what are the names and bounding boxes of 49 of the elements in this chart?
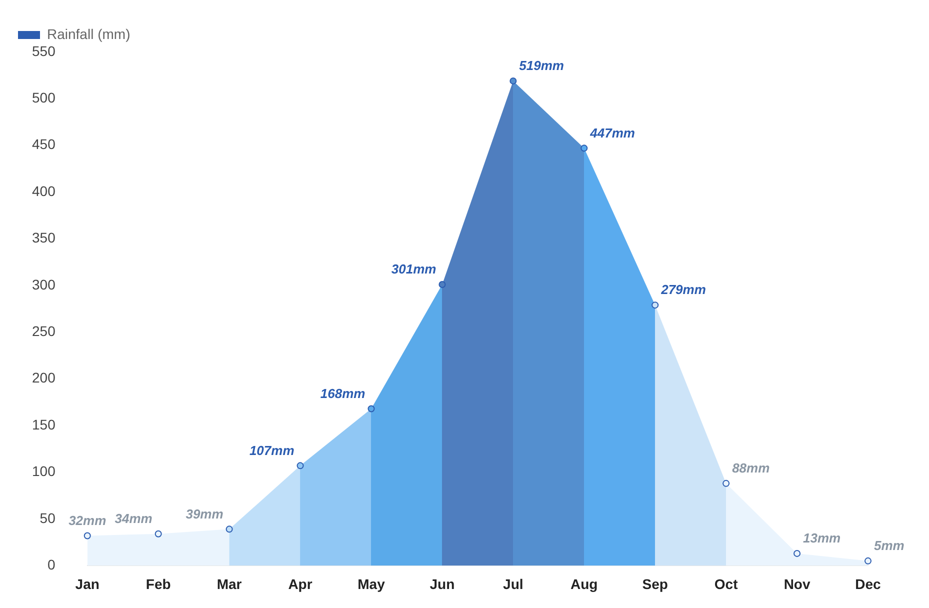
y-tick-label: 100 [32,463,56,480]
y-tick-label: 50 [40,510,56,526]
data-label: 279mm [660,282,706,298]
x-tick-label: Jul [503,576,524,592]
point [84,532,91,540]
point [794,550,801,557]
x-tick-label: Oct [714,576,738,592]
point [296,462,304,470]
data-label: 447mm [589,125,636,140]
x-tick-label: Dec [855,576,882,592]
y-tick-label: 500 [32,90,56,106]
y-tick-label: 250 [32,323,56,340]
data-label: 168mm [320,386,366,401]
x-tick-label: Sep [642,576,668,592]
x-tick-label: Apr [288,576,313,592]
y-tick-label: 200 [32,370,56,386]
x-tick-label: May [358,576,386,592]
y-tick-label: 400 [32,182,56,199]
data-label: 13mm [803,530,842,546]
point [368,405,375,412]
point [722,480,730,487]
x-tick-label: Aug [570,576,598,592]
point [864,557,872,564]
point [438,281,446,288]
data-label: 32mm [68,512,107,528]
legend-label: Rainfall (mm) [47,26,130,42]
data-label: 519mm [519,58,564,74]
point [510,77,517,84]
y-tick-label: 350 [32,230,56,246]
y-tick-label: 550 [32,42,56,59]
data-label: 107mm [249,442,295,458]
y-tick-label: 300 [32,276,56,292]
data-label: 34mm [114,510,153,526]
x-tick-label: Jun [430,576,455,592]
x-tick-label: Jan [75,576,100,592]
point [154,530,162,538]
data-label: 301mm [391,262,437,277]
x-tick-label: Nov [784,576,810,592]
point [226,526,233,533]
y-tick-label: 450 [32,136,56,152]
data-label: 88mm [732,460,770,476]
point [580,144,588,152]
y-tick-label: 0 [48,556,56,572]
y-tick-label: 150 [32,416,56,432]
data-label: 5mm [874,538,905,554]
x-tick-label: Feb [146,576,171,592]
x-tick-label: Mar [216,576,242,592]
point [652,302,659,309]
data-label: 39mm [186,506,224,522]
